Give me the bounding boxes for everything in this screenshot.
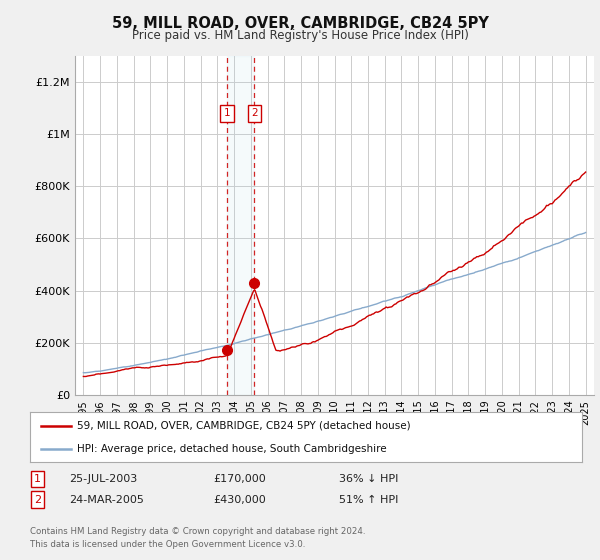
Text: 2: 2	[34, 494, 41, 505]
Text: 1: 1	[34, 474, 41, 484]
Text: 25-JUL-2003: 25-JUL-2003	[69, 474, 137, 484]
Text: This data is licensed under the Open Government Licence v3.0.: This data is licensed under the Open Gov…	[30, 540, 305, 549]
Text: Contains HM Land Registry data © Crown copyright and database right 2024.: Contains HM Land Registry data © Crown c…	[30, 528, 365, 536]
Text: 2: 2	[251, 108, 258, 118]
Text: £430,000: £430,000	[213, 494, 266, 505]
Text: 1: 1	[223, 108, 230, 118]
Text: 36% ↓ HPI: 36% ↓ HPI	[339, 474, 398, 484]
Text: 59, MILL ROAD, OVER, CAMBRIDGE, CB24 5PY: 59, MILL ROAD, OVER, CAMBRIDGE, CB24 5PY	[112, 16, 488, 31]
Text: 59, MILL ROAD, OVER, CAMBRIDGE, CB24 5PY (detached house): 59, MILL ROAD, OVER, CAMBRIDGE, CB24 5PY…	[77, 421, 410, 431]
Text: 24-MAR-2005: 24-MAR-2005	[69, 494, 144, 505]
Text: £170,000: £170,000	[213, 474, 266, 484]
Text: HPI: Average price, detached house, South Cambridgeshire: HPI: Average price, detached house, Sout…	[77, 445, 386, 454]
Bar	[227, 56, 254, 395]
Text: 51% ↑ HPI: 51% ↑ HPI	[339, 494, 398, 505]
Text: Price paid vs. HM Land Registry's House Price Index (HPI): Price paid vs. HM Land Registry's House …	[131, 29, 469, 42]
